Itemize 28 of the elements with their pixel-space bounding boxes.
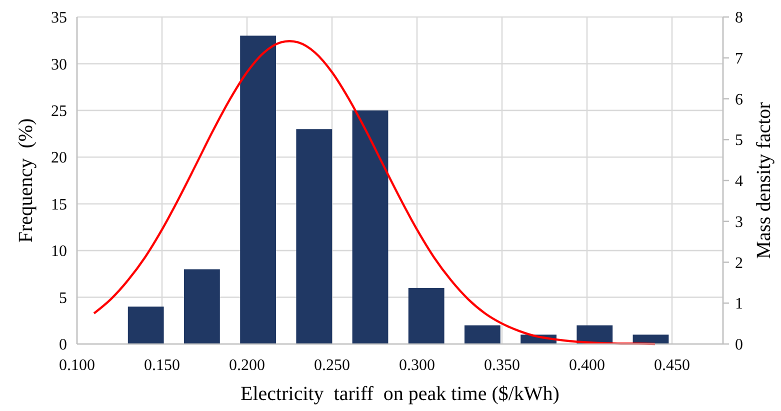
y-tick-label: 0 xyxy=(59,336,67,354)
y-tick-label: 20 xyxy=(51,150,67,167)
y2-tick-label: 4 xyxy=(735,173,743,190)
x-tick-label: 0.300 xyxy=(399,357,435,374)
x-tick-label: 0.200 xyxy=(229,357,265,374)
y2-tick-label: 1 xyxy=(735,296,743,313)
x-axis-title: Electricity tariff on peak time ($/kWh) xyxy=(240,383,560,405)
y-axis-title: Frequency (%) xyxy=(15,118,37,243)
x-tick-label: 0.350 xyxy=(484,357,520,374)
y2-tick-label: 5 xyxy=(735,132,743,150)
y-tick-label: 15 xyxy=(51,196,67,214)
y2-tick-label: 0 xyxy=(735,336,743,354)
y-tick-label: 25 xyxy=(51,103,67,120)
x-tick-label: 0.250 xyxy=(314,357,350,374)
y2-tick-label: 6 xyxy=(735,91,743,108)
y-tick-label: 30 xyxy=(51,56,67,74)
x-tick-label: 0.400 xyxy=(569,357,605,374)
y2-tick-label: 3 xyxy=(735,214,743,231)
x-tick-label: 0.150 xyxy=(144,357,180,374)
y-tick-label: 35 xyxy=(51,10,67,27)
x-tick-label: 0.450 xyxy=(654,357,690,374)
x-tick-label: 0.100 xyxy=(59,357,95,374)
y2-tick-label: 8 xyxy=(735,10,743,27)
y-tick-label: 10 xyxy=(51,243,67,260)
y-tick-label: 5 xyxy=(59,290,67,307)
y2-tick-label: 7 xyxy=(735,50,743,68)
y2-axis-title: Mass density factor xyxy=(753,102,775,259)
y2-tick-label: 2 xyxy=(735,254,743,272)
